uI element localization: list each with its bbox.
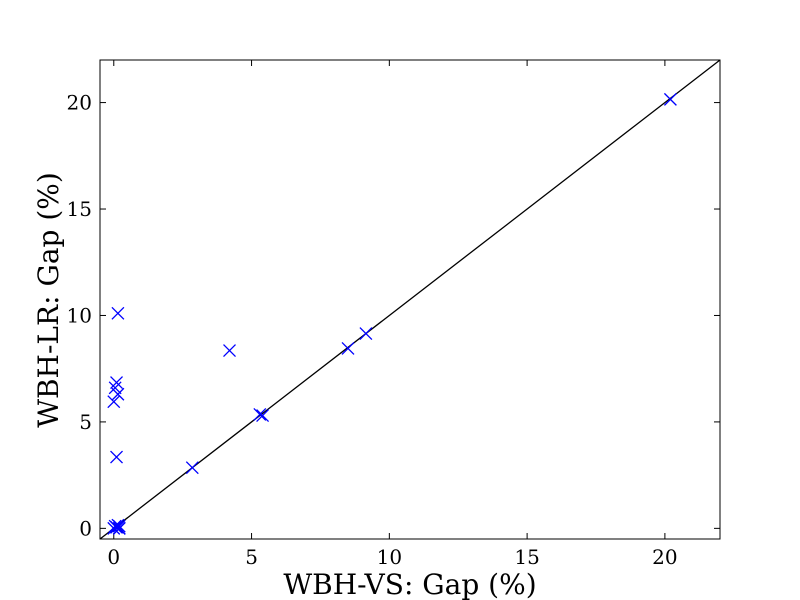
data-point [108,381,122,395]
x-tick-label: 15 [514,545,539,569]
data-point [107,395,121,409]
data-point [111,306,125,320]
x-tick-label: 5 [245,545,258,569]
data-point [359,327,373,341]
x-tick-label: 10 [377,545,402,569]
x-tick-label: 20 [652,545,677,569]
data-point [112,521,126,535]
y-tick-label: 10 [67,303,92,327]
y-axis-ticks: 0 5 10 15 20 [67,91,720,540]
data-point [110,520,123,534]
y-tick-label: 5 [79,410,92,434]
y-tick-label: 20 [67,91,92,115]
data-point [111,387,125,401]
y-tick-label: 15 [67,197,92,221]
data-point [341,342,355,355]
data-point [112,519,126,533]
x-axis-title: WBH-VS: Gap (%) [283,568,536,600]
x-axis-ticks: 0 5 10 15 20 [107,60,678,569]
data-point [185,461,199,475]
data-point [256,409,270,422]
data-points [107,92,677,535]
data-point [663,92,677,106]
diagonal-reference-line [99,59,721,540]
data-point [110,376,123,389]
data-point [223,344,236,358]
y-tick-label: 0 [79,516,92,540]
y-axis-title: WBH-LR: Gap (%) [32,172,65,428]
x-tick-label: 0 [107,545,120,569]
data-point [253,408,267,421]
data-point [110,450,123,464]
